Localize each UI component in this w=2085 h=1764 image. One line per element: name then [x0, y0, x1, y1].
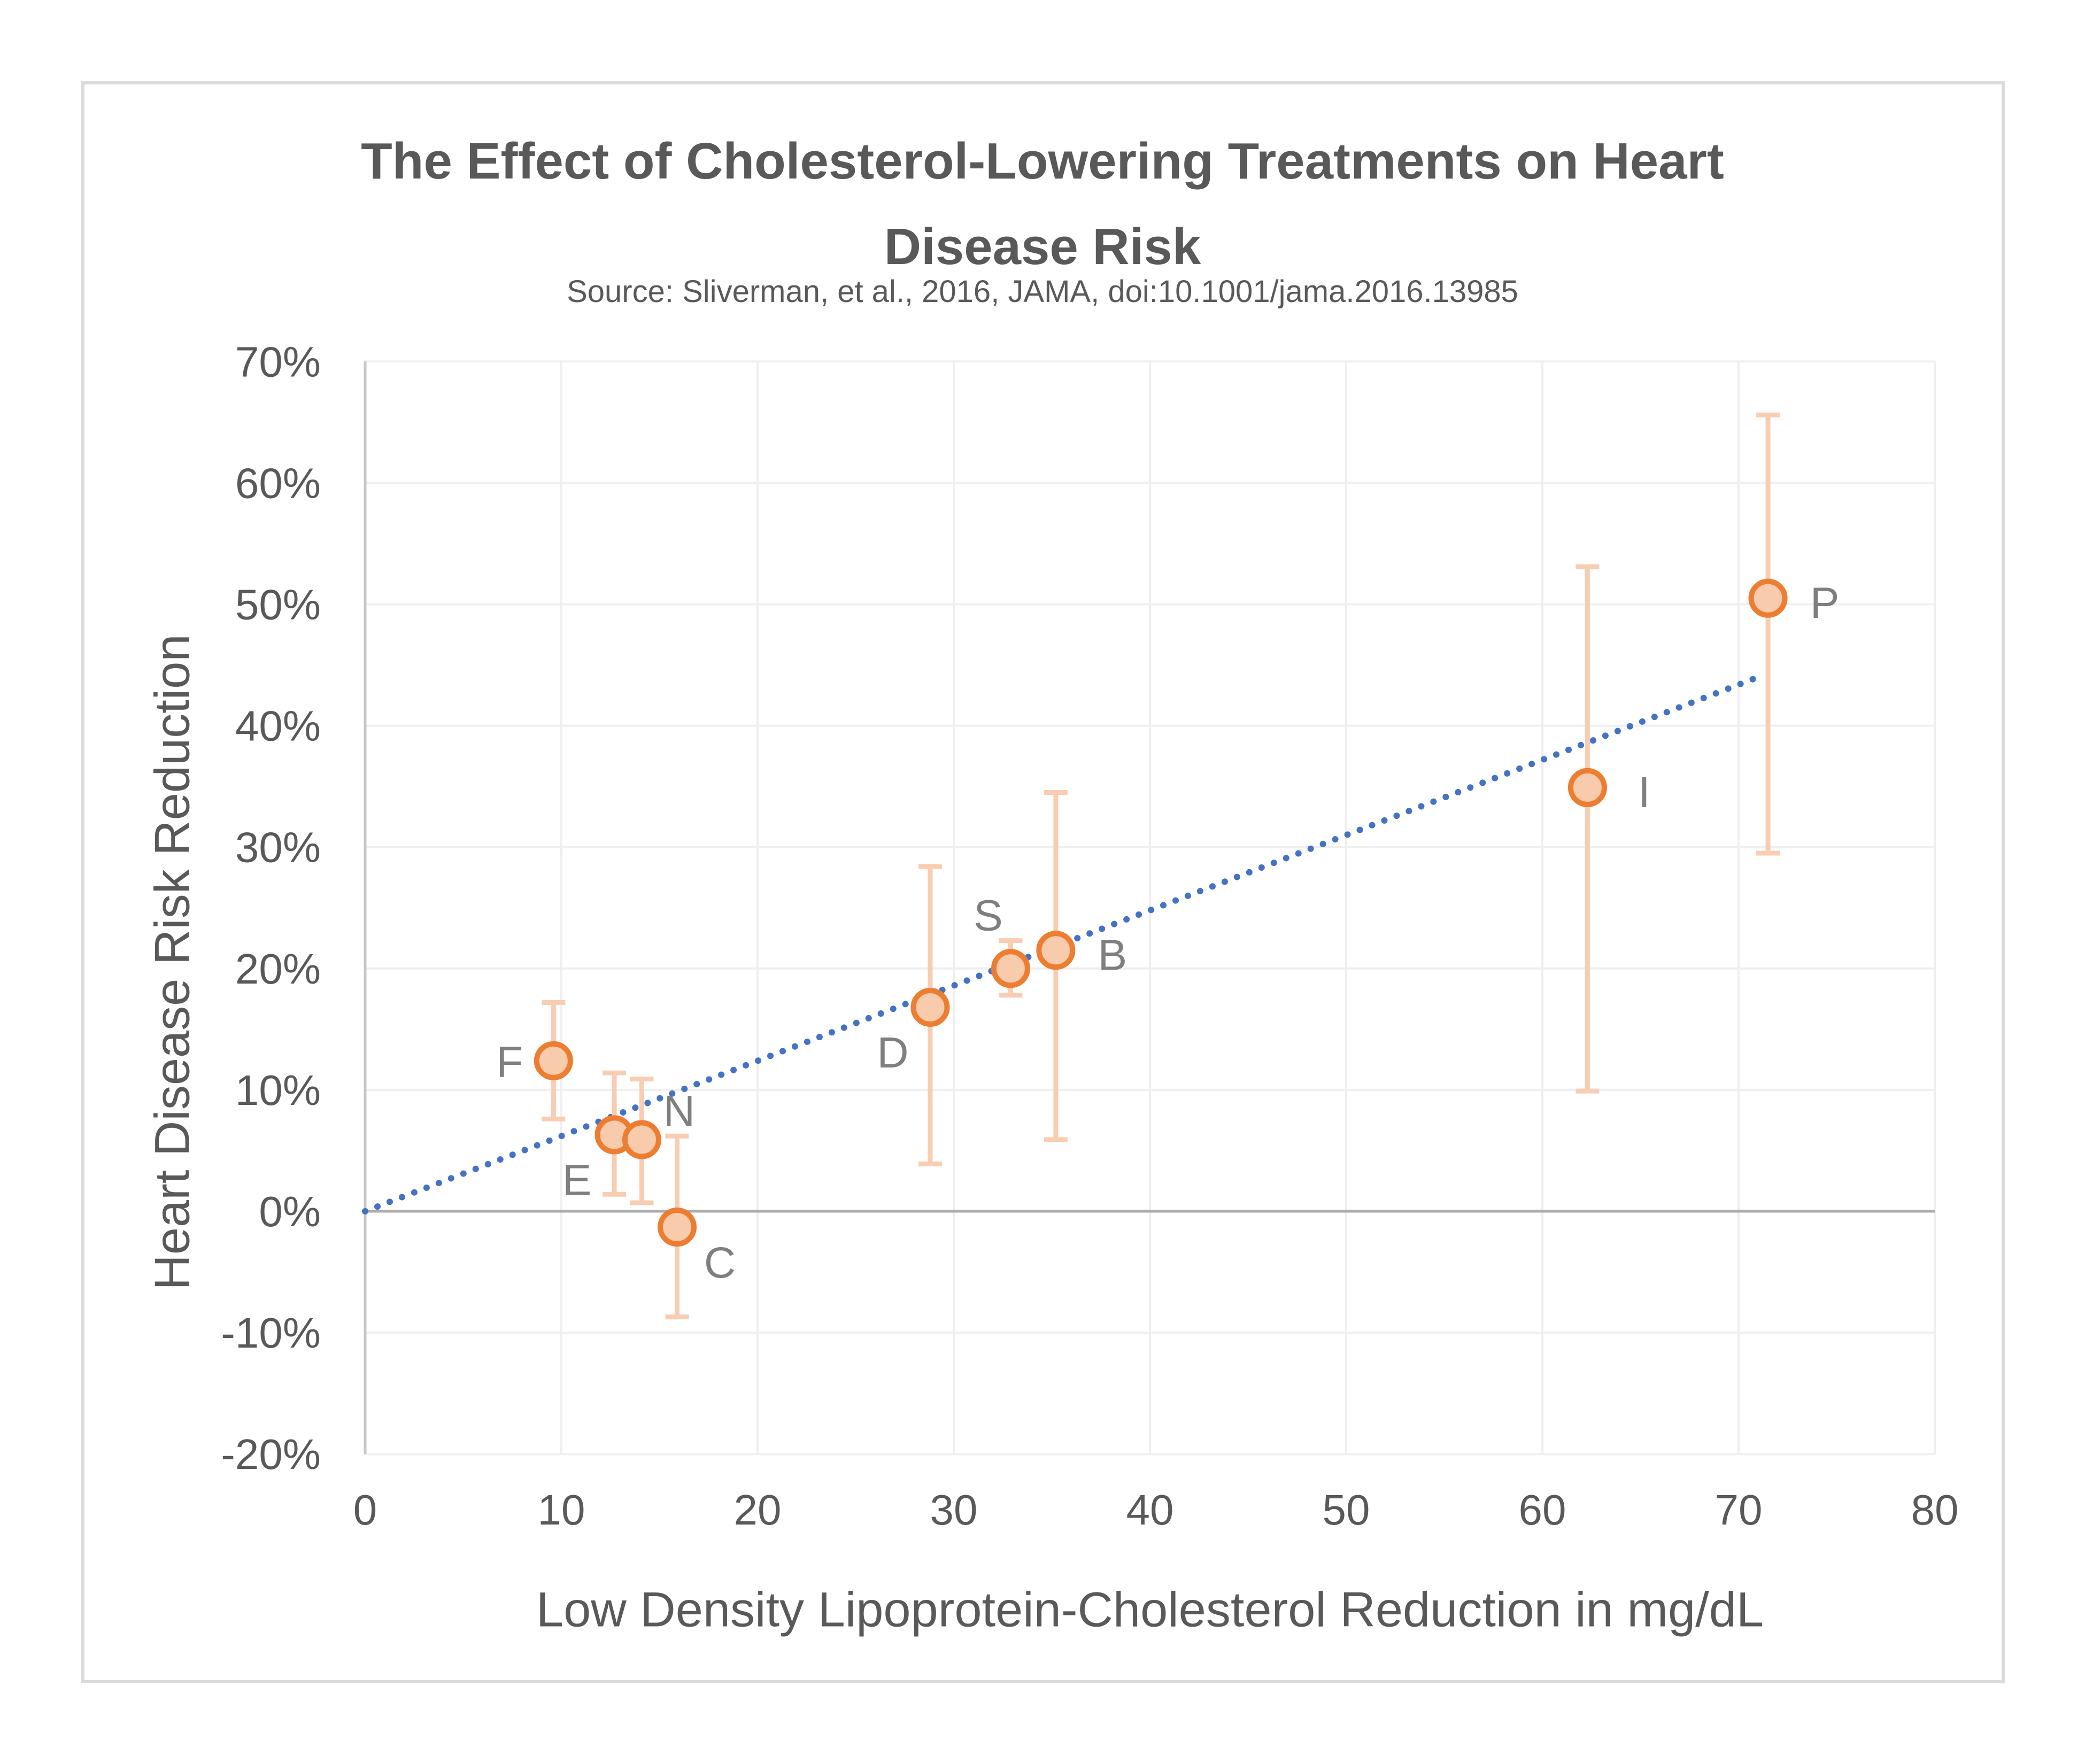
tick-label-x-0: 0	[353, 1486, 377, 1534]
tick-label-x-60: 60	[1519, 1486, 1566, 1534]
tick-label-y-30%: 30%	[235, 824, 321, 871]
source-citation: Source: Sliverman, et al., 2016, JAMA, d…	[567, 274, 1518, 309]
point-label-N: N	[663, 1087, 695, 1136]
point-label-E: E	[562, 1156, 592, 1205]
chart-title: The Effect of Cholesterol-Lowering Treat…	[214, 119, 1871, 290]
point-label-S: S	[974, 892, 1003, 940]
trendline	[362, 674, 1762, 1214]
chart-title-line2: Disease Risk	[884, 218, 1201, 275]
tick-label-x-20: 20	[734, 1486, 782, 1534]
marker-S	[991, 949, 1030, 988]
tick-label-x-50: 50	[1323, 1486, 1370, 1534]
point-label-B: B	[1098, 931, 1127, 979]
marker-F	[534, 1041, 573, 1080]
tick-label-x-40: 40	[1126, 1486, 1174, 1534]
x-axis-title: Low Density Lipoprotein-Cholesterol Redu…	[536, 1582, 1764, 1637]
point-label-C: C	[704, 1239, 736, 1287]
marker-P	[1748, 578, 1788, 618]
tick-label-x-30: 30	[930, 1486, 978, 1534]
tick-label-y-60%: 60%	[235, 459, 321, 507]
chart-frame	[81, 81, 2005, 1683]
tick-label-y-20%: 20%	[235, 945, 321, 993]
marker-I	[1567, 768, 1607, 807]
tick-label-y-10%: 10%	[235, 1066, 321, 1114]
tick-label-y--20%: -20%	[221, 1430, 321, 1478]
tick-label-x-80: 80	[1911, 1486, 1959, 1534]
tick-label-y-0%: 0%	[259, 1188, 321, 1235]
tick-label-y-70%: 70%	[235, 338, 321, 385]
marker-C	[658, 1208, 697, 1247]
tick-label-y--10%: -10%	[221, 1309, 321, 1357]
marker-B	[1036, 931, 1076, 970]
point-label-D: D	[877, 1028, 908, 1077]
marker-N	[622, 1120, 661, 1159]
chart-title-line1: The Effect of Cholesterol-Lowering Treat…	[361, 133, 1724, 190]
point-label-F: F	[496, 1038, 523, 1087]
tick-label-x-10: 10	[538, 1486, 585, 1534]
point-label-I: I	[1638, 768, 1650, 817]
tick-label-x-70: 70	[1715, 1486, 1763, 1534]
marker-D	[910, 987, 950, 1027]
point-label-P: P	[1810, 579, 1840, 628]
tick-label-y-40%: 40%	[235, 702, 321, 750]
tick-label-y-50%: 50%	[235, 581, 321, 629]
